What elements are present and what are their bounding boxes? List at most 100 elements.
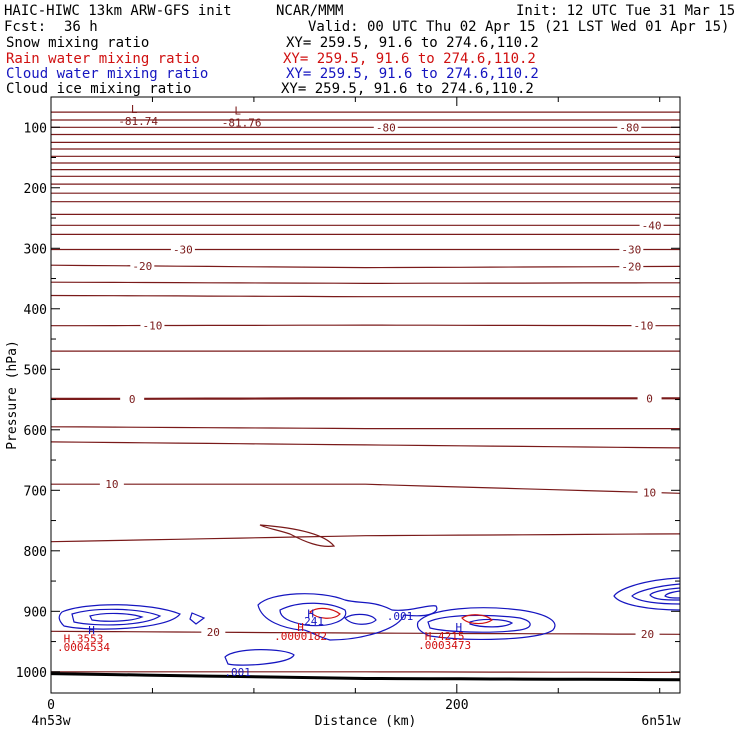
- temperature-contour: [51, 671, 680, 674]
- temperature-contour: [51, 483, 681, 494]
- cloud-water-label: .001: [387, 610, 414, 623]
- contour-label: 10: [643, 486, 656, 499]
- high-marker: H: [456, 621, 463, 634]
- field-xy-cloud-ice: XY= 259.5, 91.6 to 274.6,110.2: [281, 81, 534, 97]
- contour-label-bg: [631, 319, 656, 332]
- contour-label: 0: [646, 392, 653, 405]
- temperature-contour: [50, 264, 681, 269]
- temperature-contour: [50, 426, 680, 430]
- contour-label: -40: [642, 219, 662, 232]
- cloud-water-contour: [631, 583, 681, 605]
- surface-line: [50, 672, 681, 682]
- contour-label: 20: [207, 626, 220, 639]
- rain-water-contours: [309, 607, 493, 625]
- contour-label: 20: [641, 628, 654, 641]
- field-label-cloud-water: Cloud water mixing ratio: [6, 66, 209, 82]
- contour-label-bg: [617, 121, 642, 134]
- contour-label: 10: [105, 478, 118, 491]
- contour-label-bg: [140, 319, 165, 332]
- center-label: NCAR/MMM: [276, 3, 344, 19]
- low-value-label: -81.74: [118, 115, 158, 128]
- contour-label: -10: [634, 320, 654, 333]
- y-tick-label: 400: [24, 303, 47, 318]
- cloud-water-contour: [58, 604, 181, 630]
- cloud-water-contour: [279, 602, 347, 627]
- cloud-water-contour: [89, 612, 144, 622]
- contour-label: -20: [621, 261, 641, 274]
- rain-water-label: .0003473: [418, 639, 471, 652]
- cloud-water-contour: [344, 613, 377, 625]
- y-tick-label: 700: [24, 484, 47, 499]
- rain-water-label: .0000182: [274, 630, 327, 643]
- temperature-contour: [50, 281, 680, 284]
- y-axis-label: Pressure (hPa): [5, 340, 20, 450]
- temperature-contour: [259, 524, 336, 547]
- contour-label: -80: [376, 121, 396, 134]
- field-xy-snow: XY= 259.5, 91.6 to 274.6,110.2: [286, 35, 539, 51]
- y-tick-label: 300: [24, 242, 47, 257]
- y-tick-label: 100: [24, 121, 47, 136]
- contour-label-bg: [120, 392, 145, 405]
- forecast-label: Fcst:: [4, 19, 47, 35]
- contour-label-bg: [637, 486, 662, 499]
- contour-label-bg: [619, 243, 644, 256]
- y-tick-label: 800: [24, 545, 47, 560]
- field-label-cloud-ice: Cloud ice mixing ratio: [6, 81, 192, 97]
- cloud-water-contour: [664, 590, 681, 599]
- cloud-water-contour: [71, 608, 162, 626]
- cloud-water-label: .001: [224, 666, 251, 679]
- left-endpoint-label: 4n53w: [31, 714, 70, 729]
- contour-label-bg: [619, 260, 644, 273]
- cloud-water-contour: [189, 612, 206, 625]
- low-marker: L: [234, 104, 241, 117]
- x-tick-label: 0: [47, 698, 55, 713]
- contour-label: -30: [621, 243, 641, 256]
- contour-label-bg: [170, 243, 195, 256]
- field-label-snow: Snow mixing ratio: [6, 35, 150, 51]
- contour-label-bg: [201, 626, 226, 639]
- high-marker: H: [88, 624, 95, 637]
- rain-water-label: H: [297, 621, 304, 634]
- contour-label: -10: [143, 320, 163, 333]
- right-endpoint-label: 6n51w: [641, 714, 680, 729]
- plot-frame: [50, 96, 681, 694]
- y-tick-label: 500: [24, 363, 47, 378]
- model-title: HAIC-HIWC 13km ARW-GFS init: [4, 3, 232, 19]
- y-tick-label: 1000: [16, 666, 47, 681]
- rain-water-label: H.3553: [64, 633, 104, 646]
- cloud-water-contours: [58, 577, 681, 666]
- contour-label: -30: [173, 243, 193, 256]
- field-xy-cloud-water: XY= 259.5, 91.6 to 274.6,110.2: [286, 66, 539, 82]
- rain-water-label: .0004534: [57, 641, 110, 654]
- field-xy-rain: XY= 259.5, 91.6 to 274.6,110.2: [283, 51, 536, 67]
- contour-label-bg: [130, 259, 155, 272]
- cloud-water-contour: [224, 649, 295, 666]
- x-axis-label: Distance (km): [315, 714, 417, 729]
- contour-label-bg: [637, 392, 662, 405]
- contour-label-bg: [373, 121, 398, 134]
- rain-water-contour: [309, 607, 341, 619]
- high-marker: H: [307, 608, 314, 621]
- chart-labels: Distance (km)Pressure (hPa)4n53w 6n51wL-8…: [5, 103, 681, 729]
- temperature-contour: [50, 441, 681, 449]
- x-tick-label: 200: [445, 698, 468, 713]
- low-marker: L: [131, 103, 138, 116]
- cloud-water-label: .241: [297, 615, 324, 628]
- temperature-contour: [50, 630, 681, 635]
- valid-time: Valid: 00 UTC Thu 02 Apr 15 (21 LST Wed …: [308, 19, 730, 35]
- field-label-rain: Rain water mixing ratio: [6, 51, 200, 67]
- y-tick-label: 200: [24, 182, 47, 197]
- init-time: Init: 12 UTC Tue 31 Mar 15: [516, 3, 736, 19]
- temperature-contour: [50, 533, 681, 543]
- rain-water-contour: [461, 614, 493, 625]
- cloud-water-contour: [649, 587, 681, 601]
- forecast-hours: 36 h: [64, 19, 98, 35]
- contour-label: -20: [132, 260, 152, 273]
- y-tick-label: 600: [24, 424, 47, 439]
- low-value-label: -81.76: [222, 116, 262, 129]
- rain-water-label: H.4215: [425, 630, 465, 643]
- cloud-water-contour: [416, 607, 556, 640]
